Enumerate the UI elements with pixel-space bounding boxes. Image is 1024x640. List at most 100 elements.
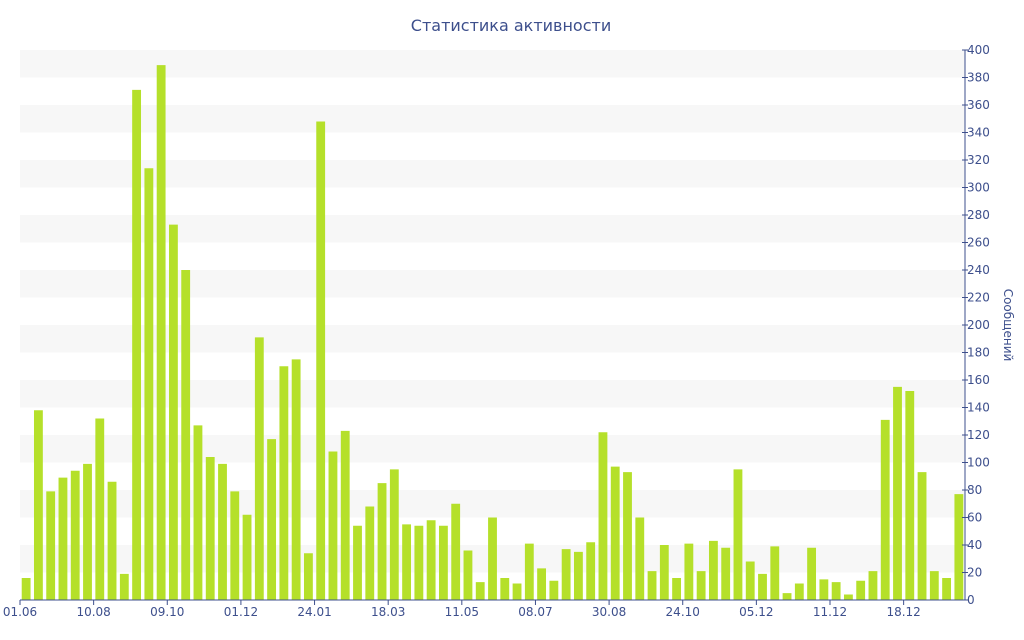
bar [843,594,853,600]
bar [107,481,117,600]
bar [156,65,166,600]
y-axis-ticks: 0 20 40 60 80 100 120 140 160 180 200 220 240 260 280 3… [962,43,990,607]
bar [684,543,694,600]
y-tick-label: 280 [967,208,990,222]
bar [512,583,522,600]
x-tick-label: 18.12 [886,605,920,619]
bar [598,432,608,600]
chart-title: Статистика активности [411,16,611,35]
bar [745,561,755,600]
bar-series [21,65,964,600]
bar [954,494,964,600]
x-tick-label: 18.03 [371,605,405,619]
bar [758,573,767,600]
bar [475,582,485,600]
bar [242,514,252,600]
bar [586,542,596,600]
y-tick-label: 380 [967,71,990,85]
y-tick-label: 20 [967,566,982,580]
bar [917,472,927,600]
bar [610,466,620,600]
bar [389,469,399,600]
bar [819,579,829,600]
bar [623,472,632,600]
x-tick-label: 11.12 [813,605,847,619]
bar [83,463,92,600]
x-tick-label: 24.10 [666,605,700,619]
bar [205,457,215,600]
bar [635,517,645,600]
bar [377,483,387,600]
grid-band [20,160,965,188]
y-tick-label: 100 [967,456,990,470]
bar [537,568,547,600]
bar [770,546,780,600]
y-tick-label: 80 [967,483,982,497]
grid-band [20,50,965,78]
bar [353,525,362,600]
bar [291,359,301,600]
y-tick-label: 220 [967,291,990,305]
bar [46,491,56,600]
bar [647,571,657,600]
bar [573,551,583,600]
y-tick-label: 60 [967,511,982,525]
bar [328,451,338,600]
bar [218,463,227,600]
bar [733,469,743,600]
bar [70,470,80,600]
bar [942,578,952,600]
bar [929,571,939,600]
bar [856,580,866,600]
bar [831,582,841,600]
bar [21,578,31,600]
bar [500,578,510,600]
y-tick-label: 360 [967,98,990,112]
bar [365,506,375,600]
y-tick-label: 180 [967,346,990,360]
bar [33,410,43,600]
bar [340,430,350,600]
x-tick-label: 30.08 [592,605,626,619]
y-tick-label: 260 [967,236,990,250]
bar [893,386,902,600]
bar [426,520,436,600]
bar [524,543,534,600]
bar [905,391,915,600]
bar [267,439,277,600]
x-axis-ticks: 01.06 10.08 09.10 01.12 24.01 18.03 11.05 08.07… [3,600,921,619]
bar [708,540,718,600]
x-tick-label: 11.05 [445,605,479,619]
y-tick-label: 160 [967,373,990,387]
bar [144,168,154,600]
bar [549,580,559,600]
bar [316,121,326,600]
bar [561,549,571,600]
bar [794,583,804,600]
bar [193,425,203,600]
bar [230,491,240,600]
y-tick-label: 320 [967,153,990,167]
bar [721,547,731,600]
y-tick-label: 0 [967,593,975,607]
bar [168,224,178,600]
bar [463,550,473,600]
bar [303,553,313,600]
bar [438,525,448,600]
bar [58,477,68,600]
grid-band [20,105,965,133]
bar [119,573,129,600]
y-tick-label: 340 [967,126,990,140]
bar [696,571,706,600]
x-tick-label: 10.08 [76,605,110,619]
x-tick-label: 01.06 [3,605,37,619]
bar [95,418,105,600]
bar [807,547,817,600]
bar [868,571,878,600]
bar [880,419,890,600]
x-tick-label: 01.12 [224,605,258,619]
bar [782,593,792,600]
bar [414,525,424,600]
bar [279,366,289,600]
bar [402,524,412,600]
